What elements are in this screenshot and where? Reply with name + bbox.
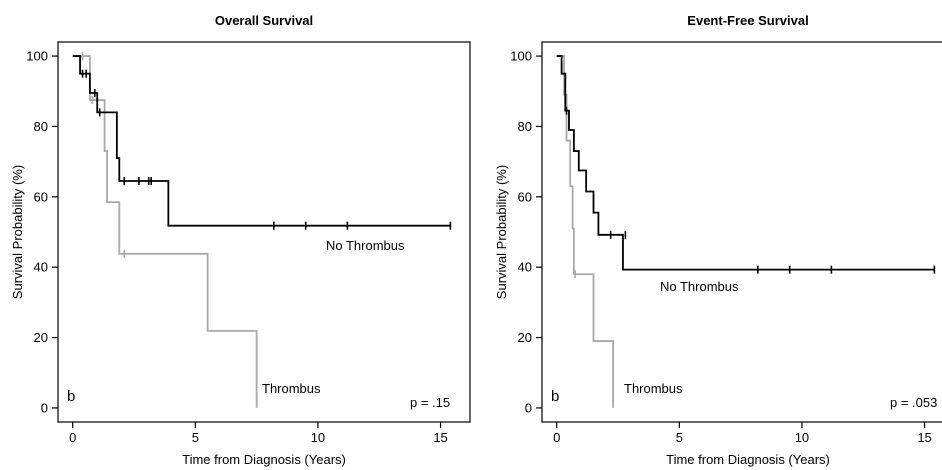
x-axis-label: Time from Diagnosis (Years) xyxy=(666,452,830,467)
curve-no-thrombus xyxy=(72,55,451,227)
y-tick-label: 80 xyxy=(34,119,48,134)
x-tick-label: 10 xyxy=(311,430,325,445)
y-tick-label: 60 xyxy=(518,189,532,204)
series-label-no-thrombus: No Thrombus xyxy=(326,238,405,253)
y-tick-label: 40 xyxy=(34,260,48,275)
plot-frame xyxy=(541,41,942,423)
curve-thrombus xyxy=(72,55,258,408)
y-tick-label: 20 xyxy=(34,330,48,345)
y-tick-label: 100 xyxy=(510,49,532,64)
y-tick-label: 60 xyxy=(34,189,48,204)
x-axis-label: Time from Diagnosis (Years) xyxy=(182,452,346,467)
x-tick-label: 15 xyxy=(917,430,931,445)
series-label-thrombus: Thrombus xyxy=(624,381,683,396)
x-tick-label: 5 xyxy=(192,430,199,445)
x-tick-label: 0 xyxy=(553,430,560,445)
p-value-label: p = .053 xyxy=(890,395,937,410)
x-tick-label: 10 xyxy=(795,430,809,445)
panel-title: Event-Free Survival xyxy=(687,13,808,28)
overall-survival-panel: Overall Survival Survival Probability (%… xyxy=(10,13,471,467)
curve-no-thrombus xyxy=(556,55,935,271)
y-tick-label: 0 xyxy=(41,400,48,415)
y-tick-label: 40 xyxy=(518,260,532,275)
series-label-thrombus: Thrombus xyxy=(262,381,321,396)
series-label-no-thrombus: No Thrombus xyxy=(660,279,739,294)
x-tick-label: 15 xyxy=(433,430,447,445)
panel-letter: b xyxy=(551,388,559,405)
y-tick-label: 20 xyxy=(518,330,532,345)
y-axis-label: Survival Probability (%) xyxy=(10,165,25,299)
p-value-label: p = .15 xyxy=(410,395,450,410)
y-axis-label: Survival Probability (%) xyxy=(494,165,509,299)
panel-title: Overall Survival xyxy=(215,13,313,28)
plot-frame xyxy=(57,41,471,423)
x-tick-label: 0 xyxy=(69,430,76,445)
y-tick-label: 0 xyxy=(525,400,532,415)
event-free-survival-panel: Event-Free Survival Survival Probability… xyxy=(494,13,942,467)
y-tick-label: 80 xyxy=(518,119,532,134)
x-tick-label: 5 xyxy=(676,430,683,445)
panel-letter: b xyxy=(67,388,75,405)
y-tick-label: 100 xyxy=(26,49,48,64)
